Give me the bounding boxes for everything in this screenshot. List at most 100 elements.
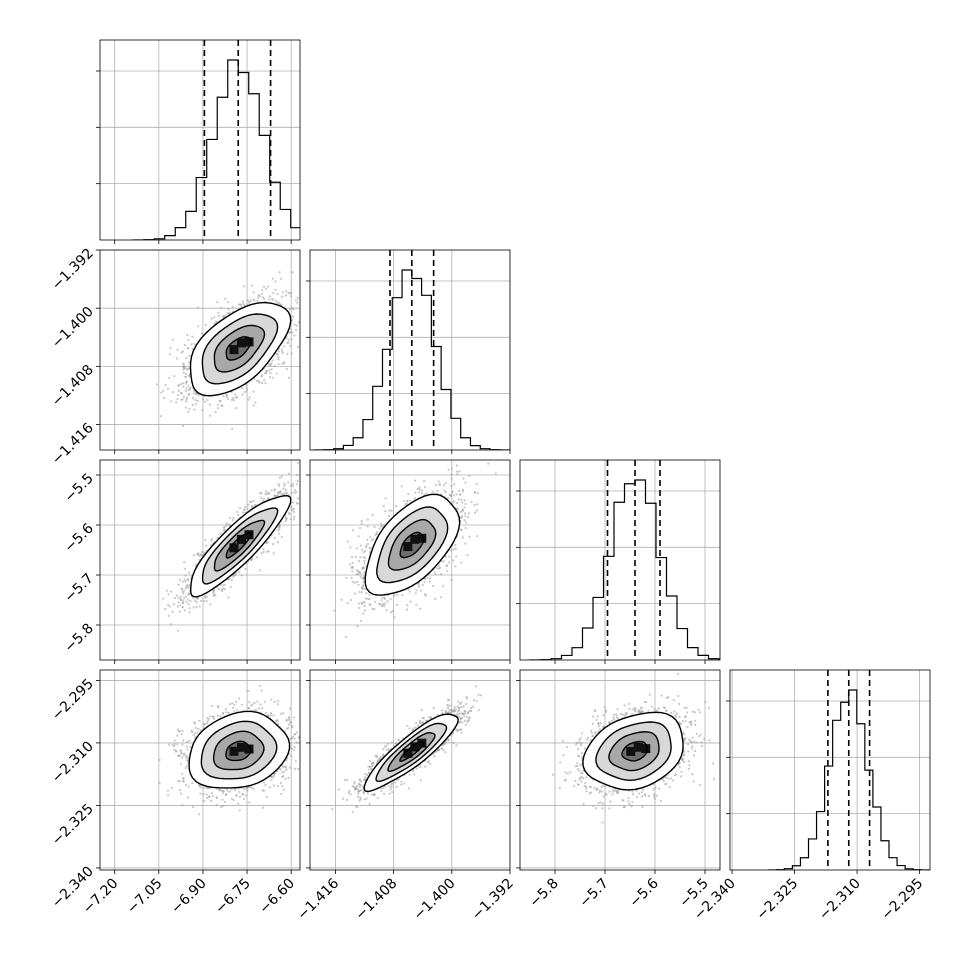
- scatter-point: [248, 701, 251, 704]
- scatter-point: [448, 555, 451, 558]
- scatter-point: [275, 372, 279, 375]
- scatter-point: [181, 605, 184, 609]
- scatter-point: [205, 722, 209, 725]
- scatter-point: [350, 576, 353, 580]
- scatter-point: [221, 404, 224, 408]
- scatter-point: [461, 490, 464, 493]
- scatter-point: [291, 725, 294, 728]
- scatter-point: [439, 596, 443, 599]
- scatter-point: [282, 487, 285, 490]
- scatter-point: [178, 780, 182, 783]
- scatter-point: [284, 777, 287, 780]
- scatter-point: [359, 544, 362, 547]
- contour-line-2: [213, 324, 266, 373]
- scatter-point: [243, 390, 246, 394]
- scatter-point: [268, 492, 271, 495]
- scatter-point: [173, 375, 176, 378]
- scatter-point: [177, 383, 180, 386]
- scatter-point: [355, 569, 358, 572]
- scatter-point: [415, 589, 418, 592]
- scatter-point: [307, 734, 309, 736]
- scatter-point: [293, 323, 296, 326]
- scatter-point: [291, 306, 294, 309]
- scatter-point: [215, 796, 218, 800]
- scatter-point: [280, 535, 283, 539]
- scatter-point: [364, 556, 367, 560]
- scatter-point: [400, 783, 403, 786]
- scatter-point: [263, 379, 266, 382]
- scatter-point: [183, 578, 186, 581]
- scatter-point: [362, 600, 365, 604]
- scatter-point: [301, 498, 303, 500]
- scatter-point: [186, 584, 189, 587]
- scatter-point: [290, 318, 294, 322]
- scatter-point: [204, 538, 207, 542]
- scatter-point: [241, 386, 244, 390]
- scatter-point: [246, 507, 249, 510]
- scatter-point: [265, 371, 268, 374]
- scatter-point: [185, 398, 188, 401]
- scatter-point: [176, 348, 179, 351]
- scatter-point: [220, 789, 224, 792]
- scatter-point: [452, 494, 455, 497]
- scatter-point: [201, 408, 204, 412]
- scatter-point: [270, 778, 273, 781]
- scatter-point: [287, 376, 290, 379]
- scatter-point: [369, 547, 372, 550]
- scatter-point: [456, 470, 459, 473]
- histogram-panel-0: [100, 40, 300, 240]
- scatter-point: [290, 294, 293, 298]
- scatter-point: [366, 542, 370, 546]
- scatter-point: [419, 589, 423, 592]
- histogram-frame-1: [309, 249, 511, 451]
- scatter-point: [182, 777, 185, 780]
- scatter-point: [280, 771, 284, 774]
- scatter-point: [268, 295, 271, 298]
- scatter-point: [205, 544, 208, 547]
- scatter-point: [444, 482, 447, 485]
- scatter-point: [291, 315, 295, 318]
- scatter-point: [301, 473, 303, 475]
- scatter-point: [396, 593, 399, 596]
- scatter-point: [166, 789, 170, 792]
- scatter-point: [473, 511, 477, 514]
- scatter-point: [175, 594, 179, 597]
- scatter-point: [358, 606, 361, 610]
- scatter-point: [243, 505, 247, 509]
- scatter-point: [285, 368, 288, 371]
- scatter-point: [168, 376, 171, 380]
- scatter-point: [232, 706, 235, 709]
- scatter-point: [348, 563, 351, 566]
- scatter-point: [197, 393, 200, 396]
- scatter-point: [295, 491, 298, 494]
- scatter-point: [276, 703, 279, 706]
- scatter-point: [414, 592, 417, 595]
- scatter-point: [173, 742, 176, 746]
- scatter-point: [222, 792, 225, 795]
- scatter-point: [363, 562, 366, 565]
- scatter-point: [295, 731, 299, 734]
- scatter-point: [269, 711, 272, 714]
- scatter-point: [192, 734, 195, 737]
- scatter-point: [205, 599, 208, 603]
- scatter-point: [187, 410, 190, 413]
- scatter-point: [349, 598, 353, 602]
- scatter-point: [273, 773, 276, 776]
- scatter-point: [453, 483, 456, 486]
- scatter-point: [179, 749, 182, 752]
- scatter-point: [455, 555, 458, 558]
- scatter-point: [181, 743, 184, 746]
- scatter-point: [228, 312, 231, 315]
- scatter-point: [197, 813, 200, 816]
- scatter-point: [184, 766, 187, 770]
- scatter-point: [313, 496, 315, 498]
- scatter-point: [162, 597, 165, 600]
- scatter-point: [238, 571, 241, 574]
- scatter-point: [382, 602, 385, 605]
- scatter-point: [301, 308, 303, 310]
- scatter-point: [269, 364, 272, 367]
- scatter-point: [187, 384, 190, 387]
- scatter-point: [188, 407, 191, 411]
- scatter-point: [276, 293, 279, 296]
- scatter-point: [222, 804, 225, 807]
